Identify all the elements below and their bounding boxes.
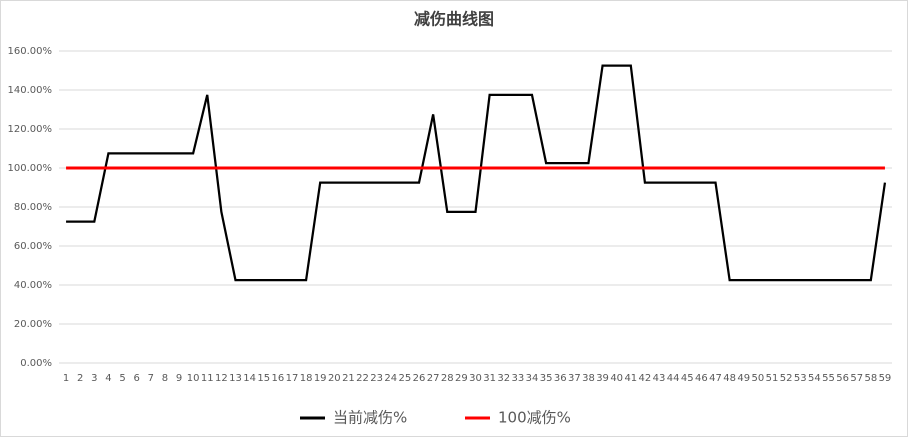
x-tick-label: 5 xyxy=(119,373,125,384)
x-tick-label: 56 xyxy=(836,373,849,384)
x-tick-label: 46 xyxy=(695,373,708,384)
x-tick-label: 17 xyxy=(286,373,299,384)
x-tick-label: 25 xyxy=(399,373,412,384)
x-tick-label: 40 xyxy=(610,373,623,384)
x-tick-label: 30 xyxy=(469,373,482,384)
x-tick-label: 35 xyxy=(540,373,553,384)
x-tick-label: 10 xyxy=(187,373,200,384)
y-tick-label: 80.00% xyxy=(14,202,52,213)
x-tick-label: 24 xyxy=(384,373,397,384)
x-tick-label: 55 xyxy=(822,373,835,384)
y-tick-label: 20.00% xyxy=(14,319,52,330)
x-tick-label: 36 xyxy=(554,373,567,384)
x-tick-label: 22 xyxy=(356,373,369,384)
y-tick-label: 160.00% xyxy=(8,46,53,57)
x-tick-label: 50 xyxy=(752,373,765,384)
x-tick-label: 6 xyxy=(133,373,139,384)
x-tick-label: 23 xyxy=(370,373,383,384)
x-tick-label: 13 xyxy=(229,373,242,384)
legend-label: 100减伤% xyxy=(498,409,571,427)
series-line xyxy=(66,64,887,282)
y-tick-label: 100.00% xyxy=(8,163,53,174)
x-tick-label: 41 xyxy=(624,373,637,384)
x-tick-label: 4 xyxy=(105,373,111,384)
x-tick-label: 16 xyxy=(271,373,284,384)
x-tick-label: 45 xyxy=(681,373,694,384)
x-tick-label: 57 xyxy=(850,373,863,384)
x-tick-label: 43 xyxy=(653,373,666,384)
chart-title: 减伤曲线图 xyxy=(414,10,494,29)
x-tick-label: 12 xyxy=(215,373,228,384)
y-tick-label: 40.00% xyxy=(14,280,52,291)
x-tick-label: 48 xyxy=(723,373,736,384)
y-tick-label: 120.00% xyxy=(8,124,53,135)
x-tick-label: 52 xyxy=(780,373,793,384)
x-tick-label: 47 xyxy=(709,373,722,384)
x-tick-label: 49 xyxy=(737,373,750,384)
x-tick-label: 27 xyxy=(427,373,440,384)
x-tick-label: 39 xyxy=(596,373,609,384)
x-tick-label: 34 xyxy=(526,373,539,384)
x-tick-label: 42 xyxy=(639,373,652,384)
y-tick-label: 140.00% xyxy=(8,85,53,96)
x-tick-label: 11 xyxy=(201,373,214,384)
x-tick-label: 7 xyxy=(148,373,154,384)
y-tick-label: 60.00% xyxy=(14,241,52,252)
x-tick-label: 29 xyxy=(455,373,468,384)
x-tick-label: 32 xyxy=(497,373,510,384)
x-tick-label: 51 xyxy=(766,373,779,384)
legend-label: 当前减伤% xyxy=(333,409,407,427)
x-tick-label: 3 xyxy=(91,373,97,384)
x-tick-label: 8 xyxy=(162,373,168,384)
x-tick-label: 14 xyxy=(243,373,256,384)
x-tick-label: 44 xyxy=(667,373,680,384)
x-tick-label: 31 xyxy=(483,373,496,384)
x-tick-label: 2 xyxy=(77,373,83,384)
x-tick-label: 20 xyxy=(328,373,341,384)
x-tick-label: 21 xyxy=(342,373,355,384)
x-tick-label: 1 xyxy=(63,373,69,384)
x-tick-label: 59 xyxy=(879,373,892,384)
x-tick-label: 37 xyxy=(568,373,581,384)
x-tick-label: 15 xyxy=(257,373,270,384)
x-tick-label: 58 xyxy=(864,373,877,384)
x-tick-label: 9 xyxy=(176,373,182,384)
y-tick-label: 0.00% xyxy=(20,358,52,369)
x-tick-label: 28 xyxy=(441,373,454,384)
x-tick-label: 19 xyxy=(314,373,327,384)
x-tick-label: 53 xyxy=(794,373,807,384)
x-tick-label: 54 xyxy=(808,373,821,384)
x-tick-label: 33 xyxy=(511,373,524,384)
x-tick-label: 26 xyxy=(413,373,426,384)
x-tick-label: 38 xyxy=(582,373,595,384)
x-tick-label: 18 xyxy=(300,373,313,384)
